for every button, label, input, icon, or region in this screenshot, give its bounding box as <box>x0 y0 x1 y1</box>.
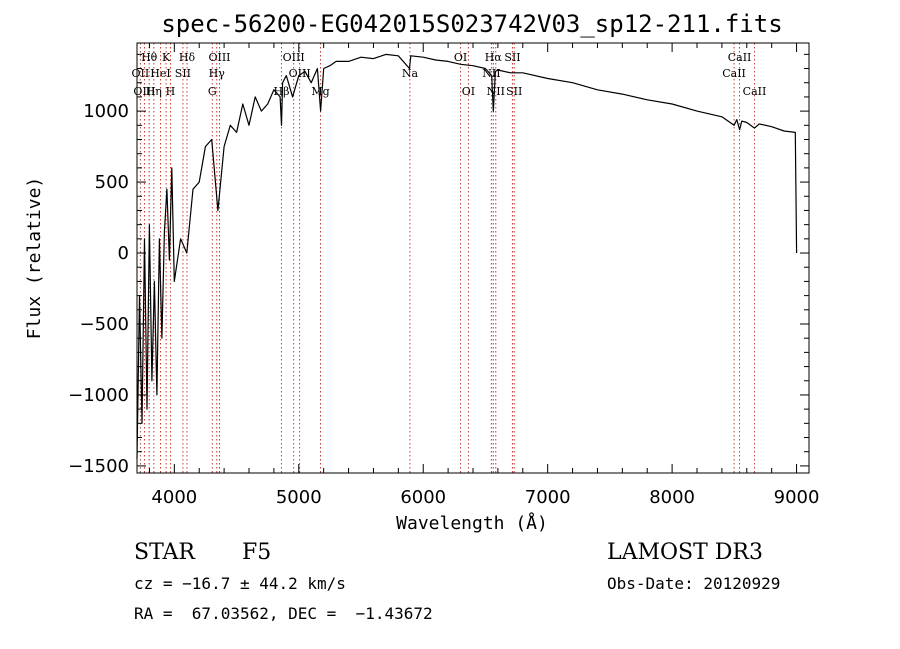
line-label: Mg <box>311 85 329 98</box>
line-label: OIII <box>208 51 230 64</box>
line-label: OI <box>462 85 475 98</box>
y-tick-label: 500 <box>95 172 129 193</box>
line-label: HeI <box>150 67 170 80</box>
line-label: OI <box>454 51 467 64</box>
line-label: CaII <box>728 51 752 64</box>
x-tick-label: 5000 <box>276 487 322 508</box>
line-label: H <box>166 85 176 98</box>
line-label: G <box>208 85 217 98</box>
x-axis: 4000 5000 6000 7000 8000 9000 <box>148 43 820 508</box>
y-tick-label: 1000 <box>83 101 129 122</box>
y-tick-label: 0 <box>118 243 129 264</box>
line-label: CaII <box>743 85 767 98</box>
y-tick-label: −500 <box>80 314 129 335</box>
survey-name: LAMOST DR3 <box>607 540 763 565</box>
x-tick-label: 6000 <box>400 487 446 508</box>
y-tick-label: −1500 <box>68 456 129 477</box>
spectrum-layer <box>136 53 798 459</box>
line-label: SII <box>504 51 520 64</box>
y-tick-label: −1000 <box>68 385 129 406</box>
line-label: K <box>162 51 171 64</box>
coordinates: RA = 67.03562, DEC = −1.43672 <box>134 604 433 623</box>
x-tick-label: 7000 <box>525 487 571 508</box>
line-label: CaII <box>722 67 746 80</box>
line-label: Hη <box>146 85 162 98</box>
line-label: NII <box>487 85 505 98</box>
line-label: OIII <box>283 51 305 64</box>
line-label: SII <box>506 85 522 98</box>
y-axis-label: Flux (relative) <box>24 177 45 340</box>
redshift-text: cz = −16.7 ± 44.2 km/s <box>134 574 346 593</box>
plot-frame <box>136 42 810 474</box>
obs-date: Obs-Date: 20120929 <box>607 574 781 593</box>
line-label: Hδ <box>179 51 196 64</box>
chart-title: spec-56200-EG042015S023742V03_sp12-211.f… <box>161 10 782 38</box>
line-label: NII <box>482 67 500 80</box>
x-tick-label: 8000 <box>649 487 695 508</box>
line-label: Hγ <box>209 67 226 80</box>
object-type: STAR <box>134 540 195 565</box>
line-label: OII <box>132 67 150 80</box>
line-label: Hθ <box>141 51 158 64</box>
line-label: OIII <box>133 85 155 98</box>
line-label: Hα <box>485 51 503 64</box>
line-label: Na <box>402 67 419 80</box>
x-tick-label: 4000 <box>151 487 197 508</box>
line-markers <box>139 43 755 473</box>
spectrum-series-line <box>136 53 798 459</box>
line-label: SII <box>175 67 191 80</box>
x-axis-label: Wavelength (Å) <box>396 512 548 534</box>
line-label: OIII <box>289 67 311 80</box>
y-axis: −1500 −1000 −500 0 500 1000 <box>68 53 809 477</box>
spectral-subclass: F5 <box>242 540 272 565</box>
x-tick-label: 9000 <box>774 487 820 508</box>
line-label: Hβ <box>274 85 290 98</box>
